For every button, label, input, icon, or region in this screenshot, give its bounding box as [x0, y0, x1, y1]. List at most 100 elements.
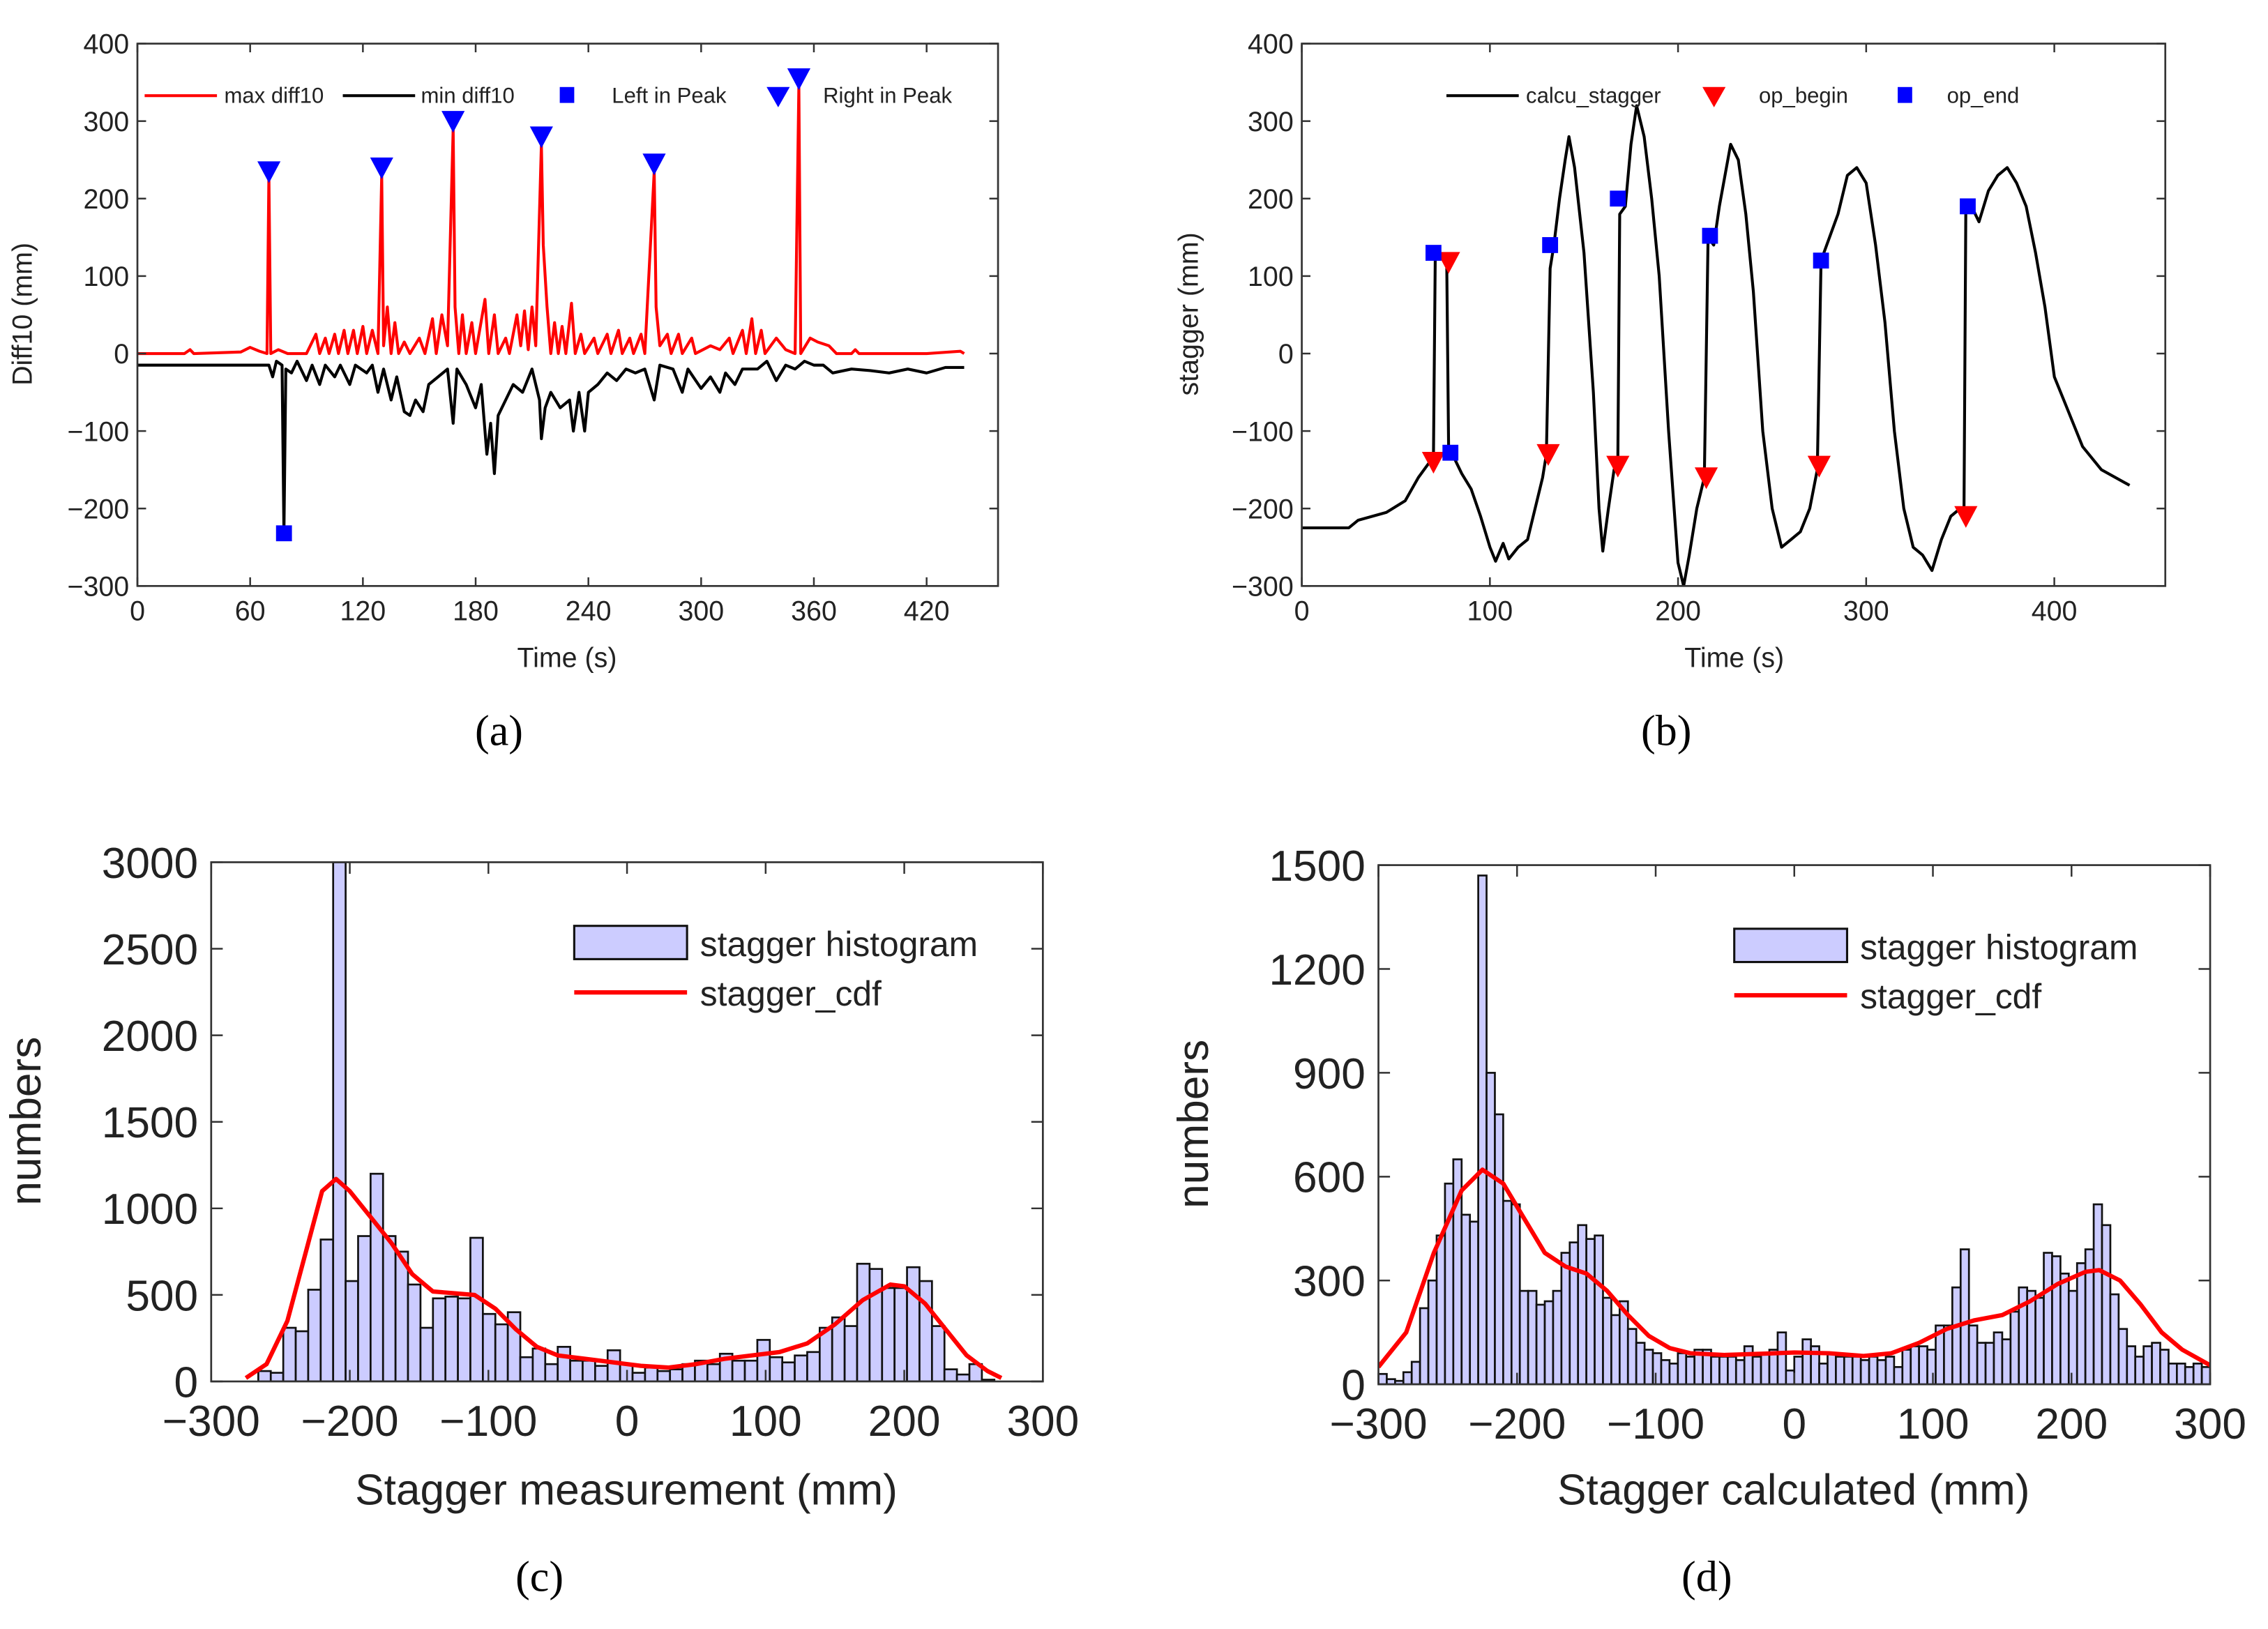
- histogram-bar: [1568, 1241, 1580, 1385]
- x-tick-label: −300: [162, 1397, 260, 1446]
- histogram-bar: [2092, 1203, 2103, 1385]
- histogram-bar: [868, 1268, 884, 1381]
- panel-label: (a): [475, 707, 523, 755]
- histogram-bar: [1776, 1331, 1787, 1385]
- histogram-bar: [1918, 1345, 1928, 1385]
- histogram-bar: [644, 1366, 659, 1381]
- x-tick-label: 100: [1897, 1400, 1970, 1448]
- histogram-bar: [1967, 1324, 1979, 1385]
- histogram-bar: [1993, 1331, 2004, 1385]
- panel-d: −300 −200 −100 0 100 200 300 0 300 600 900 1200 1500…: [1170, 842, 2246, 1601]
- histogram-bar: [1410, 1361, 1421, 1385]
- x-tick-label: −200: [301, 1397, 399, 1446]
- histogram-bar: [1477, 874, 1488, 1385]
- x-tick-label: 420: [904, 596, 950, 627]
- legend-label: stagger histogram: [700, 925, 978, 964]
- histogram-bar: [631, 1372, 647, 1381]
- y-tick-label: 1200: [1269, 946, 1365, 994]
- y-tick-label: 900: [1293, 1050, 1366, 1098]
- marker-triangle: [257, 161, 281, 183]
- histogram-bar: [2168, 1363, 2178, 1385]
- y-axis-label: numbers: [1170, 1040, 1218, 1209]
- x-tick-label: 60: [235, 596, 266, 627]
- histogram-bar: [1926, 1349, 1937, 1385]
- histogram-bar: [1585, 1238, 1596, 1385]
- histogram-bar: [1643, 1349, 1654, 1385]
- histogram-bar: [906, 1266, 921, 1381]
- histogram-bar: [494, 1323, 509, 1381]
- x-tick-label: 300: [2174, 1400, 2246, 1448]
- marker-triangle: [1694, 467, 1718, 490]
- histogram-bar: [856, 1262, 871, 1381]
- histogram-bar: [1518, 1289, 1529, 1385]
- x-tick-label: 120: [340, 596, 386, 627]
- histogram-bar: [469, 1236, 484, 1381]
- histogram-bar: [1560, 1252, 1571, 1385]
- x-tick-label: 300: [1006, 1397, 1079, 1446]
- cdf-curve: [1378, 1167, 2211, 1369]
- histogram-bar: [519, 1356, 534, 1381]
- histogram-bar: [2076, 1262, 2087, 1385]
- legend-label: Left in Peak: [612, 84, 727, 108]
- marker-triangle: [1807, 455, 1831, 478]
- x-tick-label: 200: [868, 1397, 941, 1446]
- y-tick-label: 300: [1248, 107, 1294, 137]
- histogram-bar: [1460, 1213, 1472, 1385]
- panel-label: (b): [1641, 707, 1692, 755]
- histogram-bar: [2134, 1356, 2145, 1385]
- axes-box: [1301, 43, 2167, 587]
- histogram-bar: [669, 1368, 683, 1381]
- x-tick-label: 300: [678, 596, 724, 627]
- legend-label: stagger_cdf: [1860, 977, 2041, 1016]
- histogram-bar: [357, 1235, 372, 1381]
- histogram-bar: [2101, 1224, 2112, 1385]
- histogram-bar: [1402, 1371, 1413, 1385]
- histogram-bar: [2126, 1345, 2137, 1385]
- y-tick-label: 1500: [102, 1099, 198, 1147]
- histogram-bar: [432, 1297, 447, 1381]
- histogram-bar: [2151, 1342, 2161, 1385]
- histogram-bar: [743, 1359, 759, 1381]
- histogram-bar: [2200, 1365, 2211, 1385]
- histogram-bar: [1378, 1372, 1388, 1385]
- histogram-bar: [1760, 1352, 1771, 1385]
- marker-triangle: [1954, 506, 1978, 528]
- histogram-bar: [381, 1235, 397, 1381]
- histogram-bar: [943, 1368, 958, 1381]
- histogram-bar: [2192, 1363, 2203, 1385]
- histogram-bar: [569, 1359, 584, 1381]
- histogram-bar: [1943, 1324, 1953, 1385]
- x-tick-label: 300: [1843, 596, 1889, 627]
- y-tick-label: 2500: [102, 926, 198, 974]
- y-tick-label: 200: [1248, 184, 1294, 215]
- marker-square: [275, 525, 292, 542]
- plot-area: [137, 84, 965, 535]
- histogram-bar: [1951, 1286, 1962, 1385]
- histogram-bar: [731, 1359, 746, 1381]
- marker-triangle: [441, 111, 465, 133]
- histogram-bar: [1901, 1349, 1912, 1385]
- x-tick-label: 360: [791, 596, 837, 627]
- legend-label: calcu_stagger: [1526, 84, 1661, 108]
- marker-triangle: [1536, 444, 1560, 467]
- histogram-bar: [419, 1326, 434, 1381]
- histogram-bar: [1552, 1289, 1563, 1385]
- histogram-bar: [332, 862, 347, 1381]
- marker-triangle: [642, 153, 666, 176]
- histogram-bar: [2142, 1345, 2153, 1385]
- histogram-bar: [930, 1325, 946, 1381]
- series-line-calcu_stagger: [1301, 104, 2131, 586]
- histogram-bar: [1859, 1359, 1870, 1385]
- histogram-bar: [2034, 1296, 2045, 1385]
- histogram-bar: [2109, 1293, 2120, 1385]
- histogram-bar: [294, 1330, 310, 1381]
- histogram-bar: [582, 1359, 596, 1381]
- histogram-bar: [1419, 1307, 1430, 1385]
- histogram-bar: [394, 1250, 409, 1381]
- histogram-bar: [1959, 1248, 1970, 1385]
- histogram-bar: [2159, 1349, 2170, 1385]
- histogram-bar: [1469, 1220, 1479, 1385]
- histogram-bar: [2009, 1310, 2020, 1385]
- histogram-bar: [1751, 1356, 1762, 1385]
- cdf-curve: [244, 1176, 1003, 1380]
